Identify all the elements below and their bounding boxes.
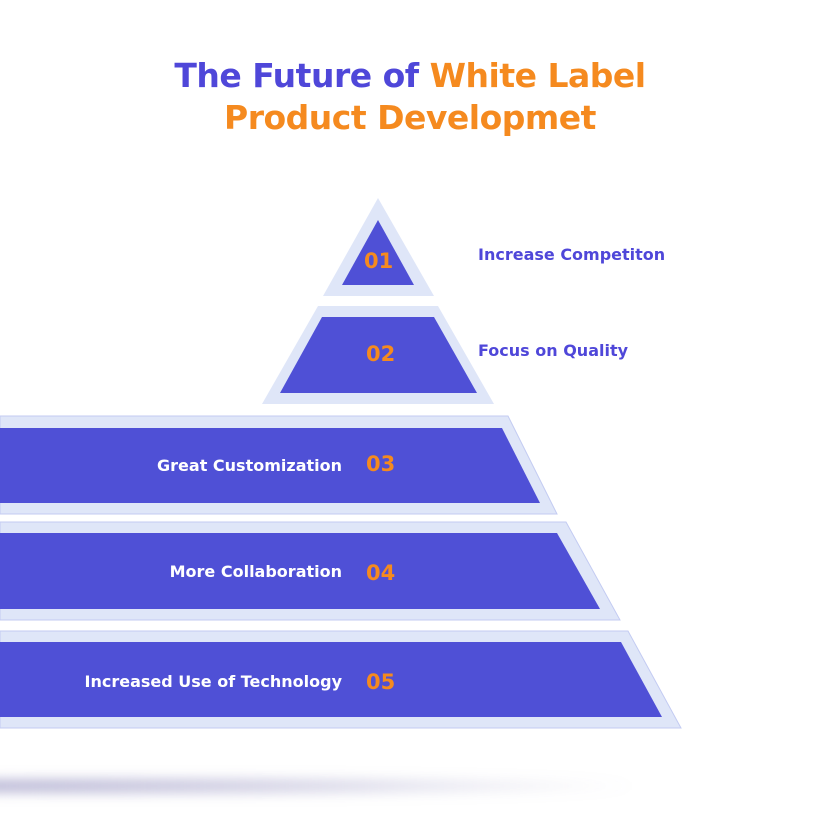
tier-3-number: 03 [366, 452, 396, 476]
tier-3-shape [0, 415, 558, 515]
tier-4-shape [0, 521, 621, 621]
tier-1-number: 01 [364, 249, 394, 273]
tier-4-number: 04 [366, 561, 396, 585]
tier-1-shape [323, 198, 434, 296]
tier-5-label: Increased Use of Technology [84, 672, 342, 691]
title-line-2: Product Developmet [224, 98, 596, 137]
tier-1-label: Increase Competiton [478, 245, 666, 264]
title-line-1: The Future of White Label [174, 56, 646, 95]
floor-shadow [0, 779, 640, 793]
tier-2-number: 02 [366, 342, 396, 366]
tier-2-shape [262, 306, 494, 404]
tier-3-label: Great Customization [157, 456, 342, 475]
tier-2-label: Focus on Quality [478, 341, 629, 360]
tier-4-label: More Collaboration [169, 562, 342, 581]
tier-5-shape [0, 630, 682, 729]
tier-5-number: 05 [366, 670, 396, 694]
